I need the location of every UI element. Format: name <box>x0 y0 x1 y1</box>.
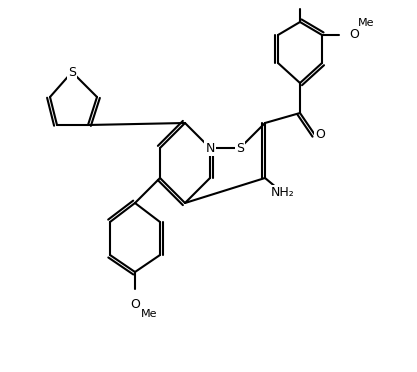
Text: N: N <box>205 141 215 154</box>
Text: O: O <box>130 298 140 311</box>
Text: Me: Me <box>141 309 157 319</box>
Text: Me: Me <box>358 18 374 28</box>
Text: O: O <box>295 0 305 3</box>
Text: O: O <box>349 29 359 42</box>
Text: NH₂: NH₂ <box>271 186 295 199</box>
Text: S: S <box>236 141 244 154</box>
Text: S: S <box>68 65 76 78</box>
Text: O: O <box>315 128 325 141</box>
